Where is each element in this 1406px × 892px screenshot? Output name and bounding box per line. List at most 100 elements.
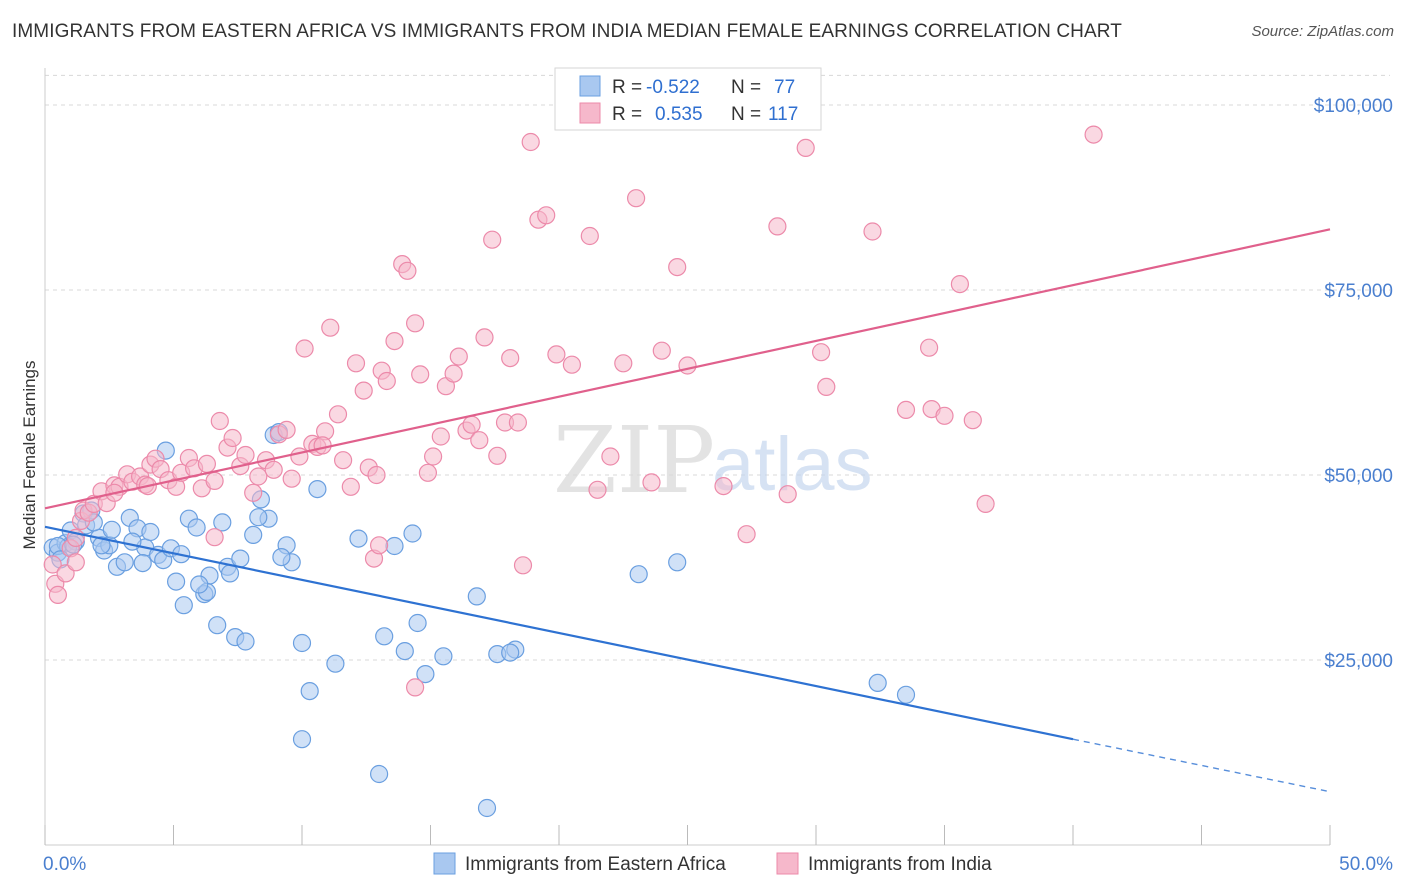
point-india-39 [277, 420, 296, 439]
point-india-37 [264, 460, 283, 479]
legend-n-value-1: 77 [774, 77, 795, 98]
point-india-114 [66, 553, 85, 572]
axes [44, 68, 1331, 846]
point-eastern-africa-71 [668, 553, 687, 572]
point-india-79 [537, 206, 556, 225]
gridlines [45, 74, 1390, 661]
source-label: Source: ZipAtlas.com [1251, 23, 1394, 40]
x-tick-label-1: 50.0% [1339, 854, 1393, 875]
point-eastern-africa-58 [190, 575, 209, 594]
point-eastern-africa-72 [868, 673, 887, 693]
point-eastern-africa-68 [272, 547, 291, 567]
point-india-88 [652, 341, 671, 360]
point-india-42 [295, 339, 314, 358]
point-india-76 [513, 556, 533, 575]
legend-r-label-1: R = [612, 77, 642, 98]
point-eastern-africa-70 [629, 565, 648, 584]
trend-line-eastern-africa [44, 525, 1074, 741]
point-eastern-africa-61 [102, 520, 121, 539]
point-eastern-africa-52 [434, 647, 453, 666]
point-eastern-africa-66 [220, 564, 240, 583]
bottom-legend-swatch-blue [433, 852, 456, 875]
point-india-87 [642, 473, 661, 492]
point-india-84 [601, 447, 620, 466]
point-india-47 [328, 405, 348, 424]
point-eastern-africa-39 [292, 633, 312, 653]
point-india-80 [547, 345, 566, 364]
legend-r-value-1: -0.522 [646, 77, 700, 98]
point-india-50 [346, 354, 366, 373]
point-india-107 [313, 436, 332, 455]
point-india-100 [919, 338, 939, 357]
point-india-94 [778, 485, 797, 504]
point-india-34 [244, 483, 263, 502]
point-india-31 [223, 428, 242, 448]
point-india-66 [449, 347, 468, 366]
point-india-59 [406, 314, 425, 333]
point-eastern-africa-48 [395, 641, 414, 661]
point-india-104 [963, 411, 982, 430]
point-india-2 [48, 585, 68, 605]
point-india-58 [398, 261, 417, 280]
point-india-108 [406, 678, 425, 697]
point-india-105 [976, 494, 995, 513]
legend-swatch-blue [579, 75, 601, 97]
point-eastern-africa-40 [308, 480, 327, 499]
point-eastern-africa-26 [208, 616, 227, 635]
point-eastern-africa-51 [416, 664, 435, 684]
point-india-40 [282, 469, 301, 488]
point-eastern-africa-44 [349, 529, 368, 548]
data-points [43, 125, 1103, 818]
point-india-96 [811, 343, 831, 362]
point-india-41 [290, 447, 309, 466]
y-tick-label-0: $25,000 [1324, 651, 1393, 672]
y-tick-label-1: $50,000 [1324, 466, 1393, 487]
y-axis-title: Median Female Earnings [20, 361, 39, 550]
point-india-70 [475, 328, 494, 347]
trend-lines [44, 228, 1331, 793]
point-india-74 [501, 349, 520, 368]
point-india-81 [562, 355, 582, 374]
point-india-60 [411, 365, 430, 384]
legend-n-label-1: N = [731, 77, 761, 98]
y-tick-labels: $25,000 $50,000 $75,000 $100,000 [1314, 96, 1393, 672]
bottom-legend-label-pink: Immigrants from India [808, 854, 992, 875]
point-india-72 [488, 446, 507, 465]
point-india-92 [737, 525, 756, 544]
legend-r-value-2: 0.535 [655, 104, 703, 125]
point-eastern-africa-31 [236, 632, 255, 651]
point-india-99 [896, 400, 916, 419]
point-eastern-africa-21 [174, 596, 193, 615]
point-india-65 [444, 364, 463, 383]
point-india-28 [205, 471, 224, 490]
point-eastern-africa-23 [187, 518, 206, 537]
point-eastern-africa-27 [213, 513, 232, 532]
point-india-56 [385, 332, 404, 351]
point-india-33 [236, 445, 255, 465]
point-eastern-africa-60 [123, 532, 142, 551]
point-eastern-africa-46 [375, 627, 394, 646]
point-india-75 [508, 413, 528, 432]
point-eastern-africa-76 [133, 553, 152, 573]
point-eastern-africa-49 [403, 524, 422, 543]
point-eastern-africa-53 [467, 587, 486, 606]
y-tick-label-2: $75,000 [1324, 281, 1393, 302]
legend-r-label-2: R = [612, 104, 642, 125]
point-india-93 [768, 217, 787, 236]
point-india-51 [354, 381, 373, 400]
point-eastern-africa-42 [292, 730, 312, 749]
legend-n-value-2: 117 [768, 104, 798, 125]
point-india-98 [863, 222, 882, 241]
point-india-77 [521, 132, 540, 152]
chart-title: IMMIGRANTS FROM EASTERN AFRICA VS IMMIGR… [12, 21, 1122, 42]
point-eastern-africa-54 [477, 798, 497, 818]
point-india-63 [431, 427, 450, 446]
point-eastern-africa-67 [249, 508, 268, 527]
point-india-89 [668, 258, 687, 277]
point-india-103 [950, 275, 970, 294]
point-india-68 [462, 415, 481, 434]
point-india-82 [580, 226, 599, 246]
point-eastern-africa-16 [141, 522, 160, 542]
point-india-48 [334, 451, 353, 470]
point-india-83 [588, 480, 607, 499]
